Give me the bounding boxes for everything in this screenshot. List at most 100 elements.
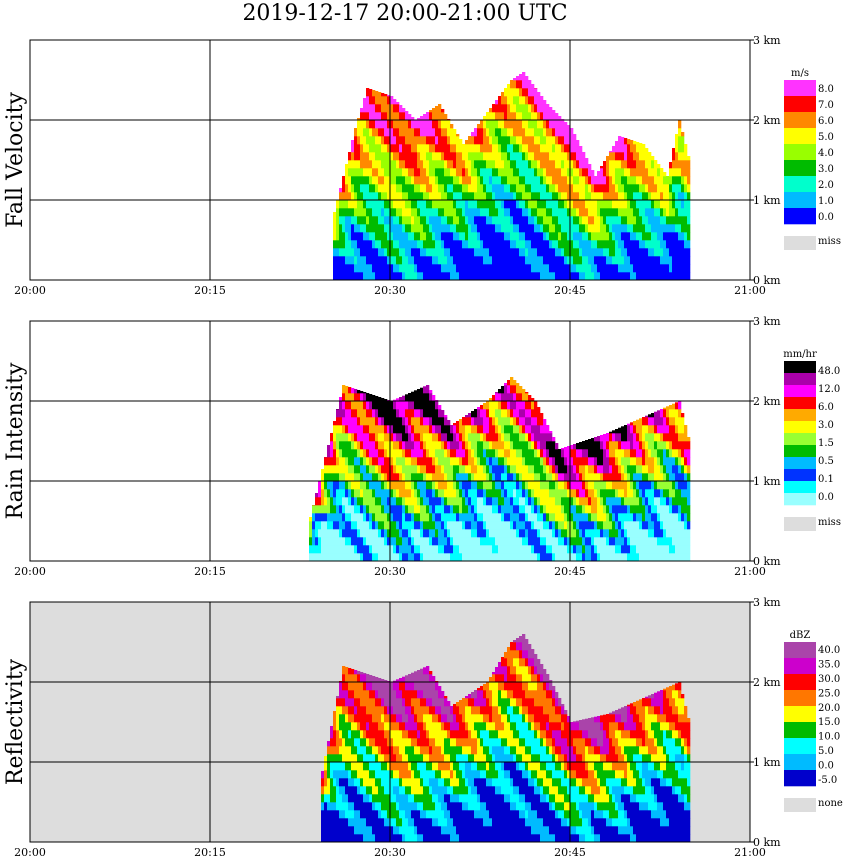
echo-cell (396, 192, 400, 201)
echo-cell (657, 208, 661, 217)
echo-cell (669, 168, 673, 177)
echo-cell (519, 425, 523, 434)
echo-cell (549, 112, 553, 121)
echo-cell (501, 104, 505, 113)
echo-cell (486, 168, 490, 177)
echo-cell (504, 409, 508, 418)
echo-cell (402, 489, 406, 498)
echo-cell (585, 158, 589, 161)
echo-cell (669, 465, 673, 474)
echo-cell (591, 200, 595, 209)
echo-cell (459, 232, 463, 241)
echo-cell (591, 457, 595, 466)
echo-cell (531, 425, 535, 434)
echo-cell (531, 120, 535, 129)
echo-cell (312, 529, 316, 538)
echo-cell (546, 529, 550, 538)
echo-cell (447, 441, 451, 450)
echo-cell (387, 104, 391, 113)
echo-cell (477, 407, 481, 410)
echo-cell (531, 481, 535, 490)
echo-cell (648, 489, 652, 498)
echo-cell (555, 224, 559, 233)
echo-cell (312, 521, 316, 530)
echo-cell (405, 545, 409, 554)
echo-cell (519, 505, 523, 514)
echo-cell (345, 164, 349, 169)
echo-cell (330, 449, 334, 458)
echo-cell (483, 449, 487, 458)
echo-cell (552, 537, 556, 546)
echo-cell (444, 449, 448, 458)
echo-cell (576, 140, 580, 145)
echo-cell (345, 690, 349, 699)
echo-cell (651, 176, 655, 185)
echo-cell (354, 393, 358, 402)
echo-cell (678, 417, 682, 426)
echo-cell (378, 521, 382, 530)
echo-cell (345, 810, 349, 819)
echo-cell (570, 457, 574, 466)
echo-cell (624, 449, 628, 458)
echo-cell (672, 497, 676, 506)
echo-cell (648, 473, 652, 482)
echo-cell (660, 537, 664, 546)
echo-cell (369, 409, 373, 418)
echo-cell (504, 505, 508, 514)
echo-cell (492, 272, 496, 281)
echo-cell (624, 529, 628, 538)
echo-cell (642, 200, 646, 209)
echo-cell (354, 441, 358, 450)
echo-cell (390, 232, 394, 241)
echo-cell (492, 264, 496, 273)
echo-cell (576, 224, 580, 233)
echo-cell (465, 248, 469, 257)
echo-cell (429, 216, 433, 225)
echo-cell (609, 272, 613, 281)
echo-cell (417, 272, 421, 281)
echo-cell (555, 240, 559, 249)
echo-cell (660, 433, 664, 442)
echo-cell (603, 434, 607, 442)
echo-cell (486, 160, 490, 169)
echo-cell (492, 457, 496, 466)
echo-cell (348, 152, 352, 161)
echo-cell (492, 112, 496, 121)
echo-cell (495, 481, 499, 490)
echo-cell (348, 786, 352, 795)
echo-cell (603, 457, 607, 466)
echo-cell (639, 176, 643, 185)
echo-cell (651, 240, 655, 249)
echo-cell (576, 152, 580, 161)
echo-cell (516, 184, 520, 193)
echo-cell (495, 120, 499, 129)
echo-cell (438, 200, 442, 209)
echo-cell (621, 208, 625, 217)
echo-cell (615, 240, 619, 249)
echo-cell (357, 425, 361, 434)
echo-cell (450, 553, 454, 562)
echo-cell (549, 529, 553, 538)
echo-cell (351, 481, 355, 490)
echo-cell (651, 417, 655, 426)
echo-cell (372, 144, 376, 153)
echo-cell (438, 216, 442, 225)
echo-cell (504, 481, 508, 490)
echo-cell (648, 441, 652, 450)
echo-cell (549, 168, 553, 177)
echo-cell (564, 122, 568, 129)
echo-cell (354, 232, 358, 241)
echo-cell (345, 682, 349, 691)
echo-cell (651, 168, 655, 177)
echo-cell (609, 521, 613, 530)
echo-cell (390, 409, 394, 418)
echo-cell (594, 521, 598, 530)
echo-cell (351, 184, 355, 193)
echo-cell (546, 537, 550, 546)
echo-cell (453, 457, 457, 466)
echo-cell (435, 481, 439, 490)
echo-cell (567, 449, 571, 458)
echo-cell (540, 232, 544, 241)
echo-cell (558, 116, 562, 121)
echo-cell (618, 136, 622, 145)
